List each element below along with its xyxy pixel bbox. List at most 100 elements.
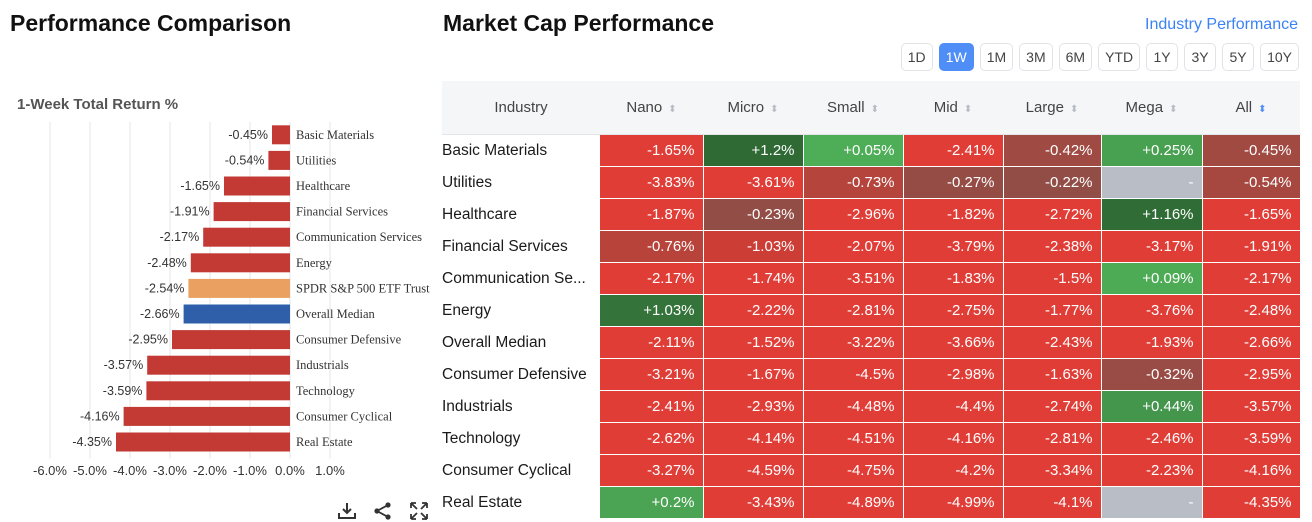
download-icon[interactable]: [336, 502, 358, 520]
column-header-mid[interactable]: Mid ⬍: [903, 81, 1003, 135]
heatmap-cell: -0.54%: [1202, 166, 1301, 199]
column-header-label: Large: [1025, 99, 1064, 116]
sort-icon[interactable]: ⬍: [668, 104, 677, 115]
heatmap-cell: -3.34%: [1003, 454, 1102, 487]
bar[interactable]: [123, 406, 290, 426]
column-header-label: Industry: [494, 99, 548, 116]
timeframe-1y[interactable]: 1Y: [1146, 43, 1179, 71]
table-row: Basic Materials -1.65% +1.2% +0.05% -2.41% -0…: [442, 134, 1301, 167]
column-header-large[interactable]: Large ⬍: [1003, 81, 1101, 135]
heatmap-cell: -3.83%: [600, 166, 704, 199]
heatmap-cell: -0.27%: [903, 166, 1004, 199]
industry-cell: Utilities: [442, 166, 600, 199]
industry-cell: Healthcare: [442, 198, 600, 231]
timeframe-3y[interactable]: 3Y: [1184, 43, 1217, 71]
bar[interactable]: [203, 227, 290, 247]
timeframe-10y[interactable]: 10Y: [1260, 43, 1299, 71]
heatmap-cell: -2.66%: [1202, 326, 1301, 359]
panel-title-market-cap-performance: Market Cap Performance: [443, 10, 714, 36]
heatmap-cell: -1.65%: [600, 134, 704, 167]
sort-icon[interactable]: ⬍: [770, 104, 779, 115]
heatmap-cell: -0.45%: [1202, 134, 1301, 167]
timeframe-1m[interactable]: 1M: [979, 43, 1014, 71]
heatmap-cell: -2.95%: [1202, 358, 1301, 391]
timeframe-1w[interactable]: 1W: [938, 43, 974, 71]
bar-category-label: Basic Materials: [296, 128, 374, 142]
industry-performance-link[interactable]: Industry Performance: [1145, 16, 1298, 33]
x-tick-label: -5.0%: [73, 463, 107, 478]
column-header-all[interactable]: All ⬍: [1202, 81, 1300, 135]
heatmap-cell: -4.99%: [903, 486, 1004, 519]
heatmap-cell: -: [1101, 486, 1203, 519]
industry-cell: Energy: [442, 294, 600, 327]
bar[interactable]: [147, 355, 290, 375]
heatmap-cell: -3.43%: [703, 486, 804, 519]
heatmap-cell: -2.93%: [703, 390, 804, 423]
heatmap-cell: -1.65%: [1202, 198, 1301, 231]
timeframe-ytd[interactable]: YTD: [1098, 43, 1141, 71]
bar[interactable]: [183, 304, 290, 324]
bar-category-label: Real Estate: [296, 435, 353, 449]
heatmap-cell: -2.46%: [1101, 422, 1203, 455]
bar-category-label: SPDR S&P 500 ETF Trust: [296, 281, 430, 295]
sort-icon[interactable]: ⬍: [963, 104, 973, 115]
bar[interactable]: [268, 150, 290, 170]
timeframe-5y[interactable]: 5Y: [1222, 43, 1255, 71]
column-header-nano[interactable]: Nano ⬍: [600, 81, 703, 135]
bar-category-label: Overall Median: [296, 307, 376, 321]
heatmap-cell: -2.81%: [803, 294, 904, 327]
bar[interactable]: [188, 278, 290, 298]
timeframe-3m[interactable]: 3M: [1019, 43, 1053, 71]
bar[interactable]: [190, 253, 290, 273]
bar[interactable]: [116, 432, 290, 452]
heatmap-body: Basic Materials -1.65% +1.2% +0.05% -2.41% -0…: [442, 134, 1301, 519]
table-row: Industrials -2.41% -2.93% -4.48% -4.4% -2.74%…: [442, 390, 1301, 423]
expand-icon[interactable]: [408, 502, 430, 520]
column-header-label: All: [1235, 99, 1253, 116]
x-tick-label: -3.0%: [153, 463, 187, 478]
share-icon[interactable]: [372, 502, 394, 520]
bar-category-label: Utilities: [296, 153, 336, 167]
column-header-small[interactable]: Small ⬍: [803, 81, 903, 135]
heatmap-cell: -0.23%: [703, 198, 804, 231]
heatmap-cell: -1.5%: [1003, 262, 1102, 295]
bar-value-label: -4.35%: [72, 435, 112, 449]
sort-icon[interactable]: ⬍: [1069, 104, 1079, 115]
heatmap-cell: -3.66%: [903, 326, 1004, 359]
heatmap-cell: -0.73%: [803, 166, 904, 199]
timeframe-1d[interactable]: 1D: [900, 43, 933, 71]
column-header-mega[interactable]: Mega ⬍: [1101, 81, 1202, 135]
bar[interactable]: [213, 202, 290, 222]
sort-icon[interactable]: ⬍: [1258, 104, 1267, 115]
column-header-industry: Industry: [442, 81, 600, 135]
column-header-label: Small: [827, 99, 865, 116]
bar-value-label: -2.66%: [140, 307, 180, 321]
column-header-micro[interactable]: Micro ⬍: [703, 81, 803, 135]
heatmap-cell: -3.76%: [1101, 294, 1203, 327]
sort-icon[interactable]: ⬍: [870, 104, 879, 115]
heatmap-cell: -2.41%: [903, 134, 1004, 167]
return-bar-chart: 1-Week Total Return % -6.0% -5.0% -4.0% -3.0…: [17, 96, 430, 478]
heatmap-cell: -2.17%: [1202, 262, 1301, 295]
heatmap-cell: -4.4%: [903, 390, 1004, 423]
bar[interactable]: [272, 125, 290, 145]
heatmap-cell: -3.59%: [1202, 422, 1301, 455]
table-row: Consumer Cyclical -3.27% -4.59% -4.75% -4.2%…: [442, 454, 1301, 487]
industry-cell: Technology: [442, 422, 600, 455]
timeframe-6m[interactable]: 6M: [1058, 43, 1093, 71]
heatmap-cell: -4.51%: [803, 422, 904, 455]
heatmap-cell: -0.76%: [600, 230, 704, 263]
heatmap-cell: -3.17%: [1101, 230, 1203, 263]
heatmap-cell: -3.61%: [703, 166, 804, 199]
chart-toolbar: [336, 502, 430, 520]
heatmap-cell: -4.16%: [1202, 454, 1301, 487]
sort-icon[interactable]: ⬍: [1169, 104, 1178, 115]
bar-category-label: Industrials: [296, 358, 349, 372]
table-row: Financial Services -0.76% -1.03% -2.07% -3.7…: [442, 230, 1301, 263]
bar[interactable]: [172, 330, 290, 350]
heatmap-cell: -4.75%: [803, 454, 904, 487]
bar[interactable]: [224, 176, 290, 196]
bar[interactable]: [146, 381, 290, 401]
column-header-label: Mega: [1125, 99, 1164, 116]
heatmap-cell: -2.62%: [600, 422, 704, 455]
